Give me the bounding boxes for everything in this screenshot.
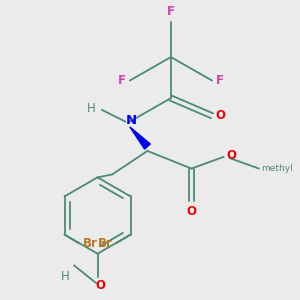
Text: O: O — [95, 279, 105, 292]
Text: O: O — [215, 109, 226, 122]
Text: H: H — [61, 270, 70, 283]
Text: Br: Br — [83, 237, 98, 250]
Text: F: F — [167, 5, 175, 18]
Text: F: F — [118, 74, 126, 87]
Text: Br: Br — [98, 237, 112, 250]
Text: methyl: methyl — [261, 164, 293, 173]
Text: H: H — [87, 102, 96, 115]
Polygon shape — [130, 127, 150, 149]
Text: O: O — [187, 205, 196, 218]
Text: N: N — [126, 114, 137, 127]
Text: F: F — [215, 74, 223, 87]
Text: O: O — [226, 149, 236, 162]
